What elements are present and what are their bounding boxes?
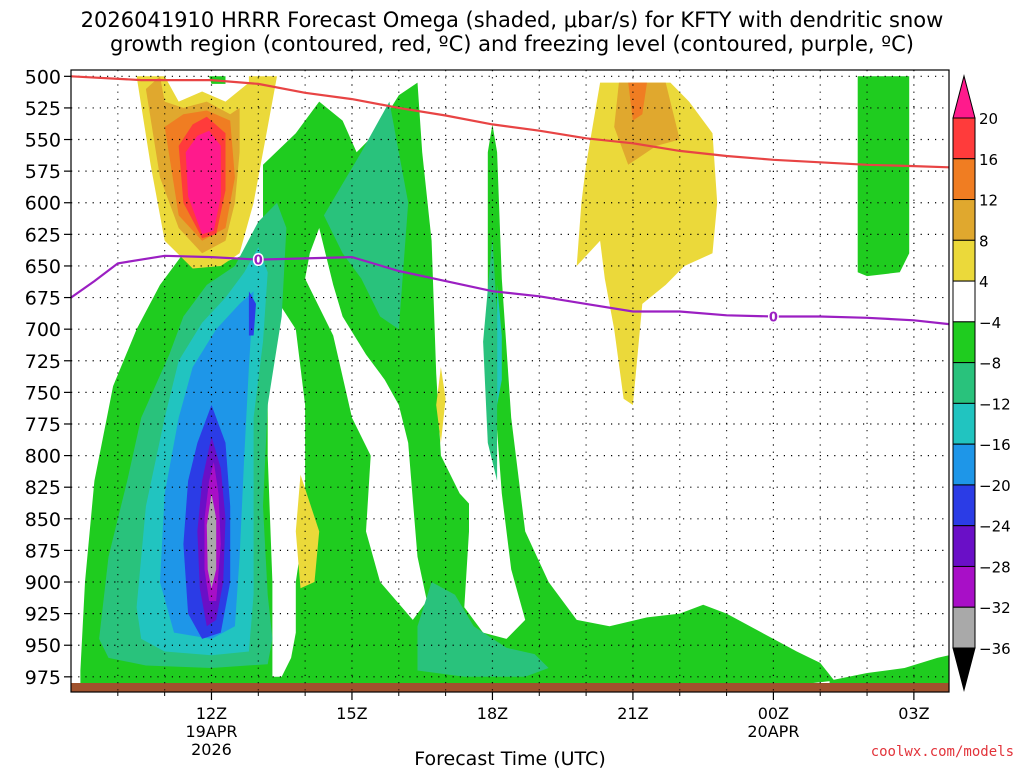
omega-shading: [80, 76, 949, 689]
x-tick-date-00Z: 20APR: [747, 722, 799, 741]
x-tick-label-00Z: 00Z: [758, 704, 789, 723]
colorbar-swatch-10: [952, 484, 976, 527]
omega-region-yellow-2: [295, 474, 320, 589]
colorbar: 20 16 12 8 4 −4 −8 −12 −16 −20 −24 −28 −32 −36: [952, 74, 1011, 692]
y-tick-label-600: 600: [25, 193, 61, 215]
colorbar-bottom-arrow: [952, 647, 976, 692]
contour-labels: 00: [252, 252, 779, 327]
colorbar-swatch-5: [952, 280, 976, 323]
omega-region-seagreen-2: [417, 582, 549, 677]
ground-strip: [71, 683, 949, 692]
colorbar-swatch-8: [952, 402, 976, 445]
omega-region-seagreen-3: [483, 238, 498, 481]
y-tick-label-925: 925: [25, 604, 61, 626]
contour-label-0: 0: [254, 254, 263, 269]
x-tick-label-03Z: 03Z: [898, 704, 929, 723]
omega-region-white-1: [263, 278, 306, 677]
y-tick-label-500: 500: [25, 66, 61, 88]
colorbar-top-arrow: [952, 74, 976, 119]
x-tick-label-12Z: 12Z: [196, 704, 227, 723]
dendritic-growth-line: [71, 75, 949, 169]
y-tick-label-775: 775: [25, 414, 61, 436]
omega-region-white-0: [305, 228, 427, 620]
omega-region-green-1: [857, 76, 910, 277]
colorbar-label-8: −16: [979, 436, 1011, 454]
y-tick-label-950: 950: [25, 635, 61, 657]
colorbar-label-13: −36: [979, 640, 1011, 658]
y-tick-label-550: 550: [25, 130, 61, 152]
colorbar-label-5: −4: [979, 314, 1001, 332]
contour-lines: [71, 75, 949, 326]
y-tick-label-675: 675: [25, 288, 61, 310]
omega-region-white-2: [445, 379, 526, 639]
colorbar-swatch-1: [952, 117, 976, 160]
chart-title-line-1: 2026041910 HRRR Forecast Omega (shaded, …: [80, 8, 944, 32]
colorbar-swatch-3: [952, 199, 976, 241]
freezing-level-line: [71, 254, 949, 326]
omega-region-green-2: [829, 655, 949, 689]
colorbar-label-4: 4: [979, 273, 989, 291]
omega-region-yellow-1: [576, 82, 718, 405]
y-tick-label-725: 725: [25, 351, 61, 373]
x-tick-label-21Z: 21Z: [617, 704, 648, 723]
y-tick-label-825: 825: [25, 477, 61, 499]
y-tick-label-525: 525: [25, 98, 61, 120]
y-tick-label-900: 900: [25, 572, 61, 594]
y-tick-label-975: 975: [25, 667, 61, 689]
omega-region-darkblue-1: [248, 291, 256, 336]
credit-text: coolwx.com/models: [870, 744, 1014, 760]
x-tick-date-12Z: 19APR: [185, 722, 237, 741]
y-tick-label-700: 700: [25, 319, 61, 341]
contour-label-1: 0: [769, 311, 778, 326]
colorbar-label-9: −20: [979, 477, 1011, 495]
omega-region-gray-0: [206, 493, 217, 589]
omega-region-seagreen-1: [323, 101, 409, 330]
x-tick-year-12Z: 2026: [191, 740, 232, 759]
colorbar-label-3: 8: [979, 232, 989, 250]
colorbar-swatch-4: [952, 239, 976, 282]
colorbar-swatch-11: [952, 525, 976, 567]
omega-region-teal-1: [497, 284, 502, 405]
colorbar-label-2: 12: [979, 192, 998, 210]
colorbar-swatch-7: [952, 362, 976, 404]
colorbar-label-11: −28: [979, 558, 1011, 576]
colorbar-swatch-12: [952, 565, 976, 608]
omega-region-gold-1: [614, 82, 680, 165]
y-tick-label-850: 850: [25, 509, 61, 531]
y-tick-label-800: 800: [25, 446, 61, 468]
colorbar-swatch-6: [952, 321, 976, 364]
chart-title-line-2: growth region (contoured, red, ºC) and f…: [110, 32, 914, 56]
colorbar-label-10: −24: [979, 518, 1011, 536]
x-tick-label-18Z: 18Z: [477, 704, 508, 723]
y-tick-label-750: 750: [25, 382, 61, 404]
colorbar-label-6: −8: [979, 355, 1001, 373]
colorbar-swatch-2: [952, 158, 976, 201]
colorbar-swatch-9: [952, 443, 976, 486]
colorbar-swatch-13: [952, 606, 976, 649]
x-tick-label-15Z: 15Z: [336, 704, 367, 723]
x-axis-label: Forecast Time (UTC): [414, 748, 605, 768]
colorbar-label-12: −32: [979, 599, 1011, 617]
colorbar-label-0: 20: [979, 110, 998, 128]
colorbar-label-1: 16: [979, 151, 998, 169]
y-tick-label-625: 625: [25, 224, 61, 246]
y-tick-label-575: 575: [25, 161, 61, 183]
y-axis: 500 525 550 575 600 625 650 675 700 725 750 775 800 8…: [25, 66, 71, 689]
y-tick-label-875: 875: [25, 540, 61, 562]
y-tick-label-650: 650: [25, 256, 61, 278]
plot-frame: [70, 69, 950, 693]
colorbar-label-7: −12: [979, 395, 1011, 413]
